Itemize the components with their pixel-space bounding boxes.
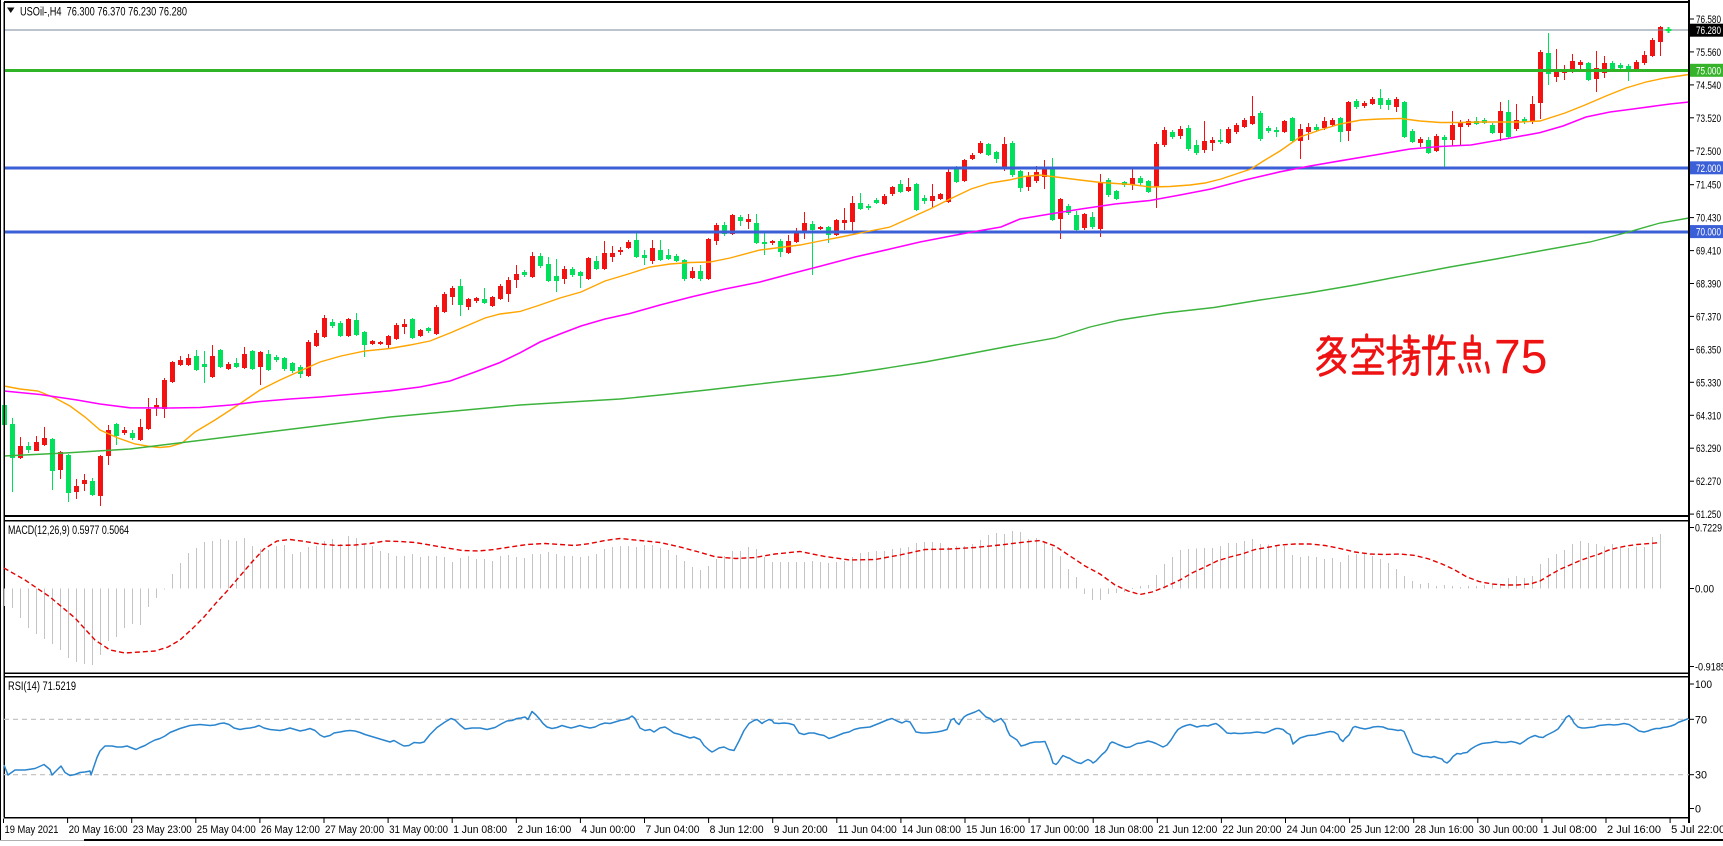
svg-text:69.410: 69.410 bbox=[1696, 246, 1721, 258]
svg-text:RSI(14) 71.5219: RSI(14) 71.5219 bbox=[8, 681, 76, 693]
svg-text:66.350: 66.350 bbox=[1696, 344, 1721, 356]
svg-text:63.290: 63.290 bbox=[1696, 443, 1721, 455]
svg-text:7 Jun 04:00: 7 Jun 04:00 bbox=[646, 824, 700, 836]
svg-text:75: 75 bbox=[1494, 331, 1547, 384]
svg-text:74.540: 74.540 bbox=[1696, 80, 1721, 92]
svg-text:21 Jun 12:00: 21 Jun 12:00 bbox=[1158, 824, 1217, 836]
svg-text:30: 30 bbox=[1695, 770, 1707, 782]
svg-text:61.250: 61.250 bbox=[1696, 509, 1721, 521]
svg-text:25 Jun 12:00: 25 Jun 12:00 bbox=[1351, 824, 1410, 836]
svg-text:100: 100 bbox=[1695, 679, 1712, 691]
svg-text:USOil-,H4 76.300 76.370 76.23: USOil-,H4 76.300 76.370 76.230 76.280 bbox=[20, 7, 187, 19]
svg-text:70: 70 bbox=[1695, 714, 1707, 726]
svg-text:72.000: 72.000 bbox=[1696, 163, 1721, 175]
svg-text:-0.9185: -0.9185 bbox=[1695, 662, 1723, 674]
svg-text:14 Jun 08:00: 14 Jun 08:00 bbox=[902, 824, 961, 836]
svg-text:1 Jul 08:00: 1 Jul 08:00 bbox=[1543, 824, 1597, 836]
svg-text:19 May 2021: 19 May 2021 bbox=[5, 824, 59, 836]
svg-text:5 Jul 22:00: 5 Jul 22:00 bbox=[1671, 824, 1723, 836]
svg-text:65.330: 65.330 bbox=[1696, 377, 1721, 389]
svg-text:71.450: 71.450 bbox=[1696, 180, 1721, 192]
svg-text:9 Jun 20:00: 9 Jun 20:00 bbox=[774, 824, 828, 836]
svg-text:70.430: 70.430 bbox=[1696, 213, 1721, 225]
svg-text:68.390: 68.390 bbox=[1696, 279, 1721, 291]
svg-text:0.7229: 0.7229 bbox=[1695, 523, 1722, 535]
svg-text:31 May 00:00: 31 May 00:00 bbox=[389, 824, 448, 836]
svg-text:73.520: 73.520 bbox=[1696, 113, 1721, 125]
svg-text:27 May 20:00: 27 May 20:00 bbox=[325, 824, 384, 836]
svg-text:70.000: 70.000 bbox=[1696, 227, 1721, 239]
svg-text:75.000: 75.000 bbox=[1696, 65, 1721, 77]
svg-text:24 Jun 04:00: 24 Jun 04:00 bbox=[1287, 824, 1346, 836]
svg-text:18 Jun 08:00: 18 Jun 08:00 bbox=[1094, 824, 1153, 836]
svg-text:2 Jul 16:00: 2 Jul 16:00 bbox=[1607, 824, 1661, 836]
svg-text:28 Jun 16:00: 28 Jun 16:00 bbox=[1415, 824, 1474, 836]
svg-text:1 Jun 08:00: 1 Jun 08:00 bbox=[453, 824, 507, 836]
svg-text:2 Jun 16:00: 2 Jun 16:00 bbox=[517, 824, 571, 836]
svg-text:76.280: 76.280 bbox=[1696, 25, 1721, 37]
svg-text:15 Jun 16:00: 15 Jun 16:00 bbox=[966, 824, 1025, 836]
svg-text:11 Jun 04:00: 11 Jun 04:00 bbox=[838, 824, 897, 836]
svg-text:75.560: 75.560 bbox=[1696, 47, 1721, 59]
svg-text:20 May 16:00: 20 May 16:00 bbox=[69, 824, 128, 836]
svg-text:64.310: 64.310 bbox=[1696, 410, 1721, 422]
svg-text:MACD(12,26,9) 0.5977 0.5064: MACD(12,26,9) 0.5977 0.5064 bbox=[8, 525, 129, 537]
svg-text:23 May 23:00: 23 May 23:00 bbox=[133, 824, 192, 836]
svg-text:17 Jun 00:00: 17 Jun 00:00 bbox=[1030, 824, 1089, 836]
svg-text:0: 0 bbox=[1695, 804, 1701, 816]
svg-text:4 Jun 00:00: 4 Jun 00:00 bbox=[581, 824, 635, 836]
svg-text:72.500: 72.500 bbox=[1696, 146, 1721, 158]
svg-text:0.00: 0.00 bbox=[1695, 584, 1714, 596]
svg-text:30 Jun 00:00: 30 Jun 00:00 bbox=[1479, 824, 1538, 836]
svg-text:8 Jun 12:00: 8 Jun 12:00 bbox=[710, 824, 764, 836]
svg-text:22 Jun 20:00: 22 Jun 20:00 bbox=[1222, 824, 1281, 836]
svg-text:62.270: 62.270 bbox=[1696, 476, 1721, 488]
svg-text:26 May 12:00: 26 May 12:00 bbox=[261, 824, 320, 836]
svg-text:25 May 04:00: 25 May 04:00 bbox=[197, 824, 256, 836]
svg-text:76.580: 76.580 bbox=[1696, 14, 1721, 26]
svg-text:67.370: 67.370 bbox=[1696, 311, 1721, 323]
